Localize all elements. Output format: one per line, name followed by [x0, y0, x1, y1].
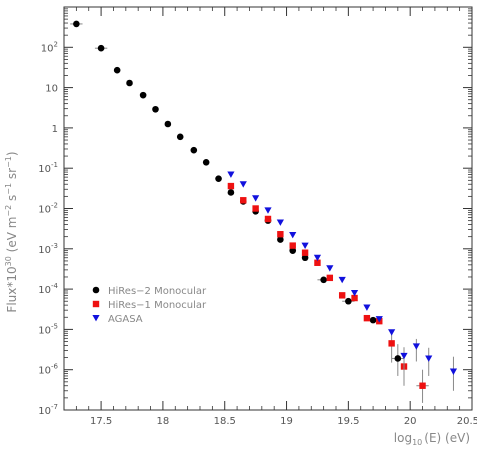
data-point: [227, 182, 235, 190]
series-1: [227, 182, 429, 403]
data-point: [264, 207, 272, 214]
data-point: [449, 368, 458, 375]
legend-label: AGASA: [108, 314, 143, 325]
y-axis-title-main: Flux*10: [5, 266, 19, 312]
x-axis-title: log10 (E) (eV): [394, 431, 470, 447]
data-point: [351, 294, 358, 302]
legend-label: HiRes−1 Monocular: [108, 300, 207, 311]
data-point: [276, 219, 284, 226]
data-point: [400, 352, 408, 360]
legend-marker: [92, 315, 100, 322]
data-point: [97, 44, 105, 52]
x-axis-ticks: 17.5 18 18.5 19 19.5 20 20.5: [63, 7, 477, 427]
data-point: [301, 254, 309, 262]
data-point: [113, 66, 121, 74]
data-point: [152, 105, 159, 113]
data-point: [350, 290, 359, 297]
data-point: [176, 133, 184, 141]
x-tick-label: 20: [404, 416, 417, 427]
y-tick-label: 1: [52, 124, 58, 135]
data-point: [164, 120, 172, 128]
data-point: [289, 247, 297, 254]
data-point: [375, 316, 383, 323]
x-tick-label: 19.5: [337, 416, 359, 427]
y-axis-title-sr: sr: [5, 168, 19, 183]
data-point: [326, 274, 334, 282]
y-axis-title-unit-open: (eV m: [5, 217, 19, 257]
data-point: [239, 181, 247, 188]
x-tick-label: 17.5: [90, 416, 112, 427]
series-2: [227, 171, 458, 391]
data-point: [240, 197, 247, 204]
data-point: [252, 205, 259, 212]
y-axis-title-main-sup: 30: [4, 256, 13, 266]
data-point: [202, 159, 210, 166]
y-axis-title-sr-sup: −1: [4, 156, 13, 168]
data-point: [419, 382, 426, 389]
x-axis-title-sub: 10: [412, 438, 422, 447]
data-point: [139, 91, 147, 99]
data-point: [345, 297, 352, 305]
data-point: [126, 79, 133, 87]
data-point: [301, 242, 309, 250]
data-point: [338, 276, 346, 284]
data-point: [425, 355, 433, 362]
data-point: [227, 189, 235, 196]
x-axis-title-base: log: [394, 431, 412, 445]
y-tick-label: 10-2: [38, 202, 58, 216]
series-layer: [70, 20, 458, 403]
data-point: [369, 316, 377, 324]
data-point: [412, 343, 420, 350]
legend-label: HiRes−2 Monocular: [108, 286, 207, 297]
data-point: [313, 254, 322, 262]
data-point: [326, 265, 334, 272]
data-point: [301, 249, 309, 256]
y-axis-title-s: s: [5, 195, 19, 205]
y-tick-label: 102: [41, 40, 58, 54]
data-point: [277, 236, 284, 243]
y-tick-label: 10-6: [38, 363, 58, 377]
y-tick-label: 10-5: [38, 322, 58, 336]
data-point: [277, 231, 284, 238]
data-point: [264, 215, 272, 223]
legend: HiRes−2 Monocular HiRes−1 Monocular AGASA: [92, 286, 207, 325]
data-point: [227, 171, 235, 178]
x-tick-label: 20.5: [457, 416, 477, 427]
y-tick-label: 10-1: [38, 161, 58, 175]
data-point: [314, 259, 321, 266]
data-point: [252, 195, 260, 202]
data-point: [215, 175, 222, 182]
data-point: [73, 20, 80, 28]
y-axis-ticks: 102 10 1 10-1 10-2 10-3 10-4 10-5 10-6 10-7: [38, 6, 472, 417]
data-point: [394, 355, 402, 362]
y-axis-title-unit-close: ): [5, 151, 19, 156]
x-axis-title-rest: (E) (eV): [424, 431, 470, 445]
data-point: [388, 340, 395, 347]
x-tick-label: 19: [280, 416, 293, 427]
y-tick-label: 10: [45, 84, 58, 95]
data-point: [320, 276, 327, 284]
y-axis-title-m-sup: −2: [4, 205, 13, 217]
x-tick-label: 18: [157, 416, 170, 427]
y-tick-label: 10-3: [38, 242, 58, 256]
y-tick-label: 10-7: [38, 403, 58, 417]
legend-marker: [92, 300, 100, 308]
data-point: [289, 242, 296, 249]
data-point: [363, 304, 371, 311]
y-axis-title-s-sup: −1: [4, 183, 13, 195]
data-point: [338, 292, 346, 299]
data-point: [190, 146, 198, 154]
data-point: [289, 232, 297, 239]
data-point: [363, 314, 371, 322]
data-point: [388, 329, 396, 336]
series-0: [70, 20, 404, 376]
legend-marker: [92, 286, 100, 294]
y-tick-label: 10-4: [38, 282, 58, 296]
y-axis-title: Flux*1030 (eV m−2 s−1 sr−1): [4, 151, 19, 312]
x-tick-label: 18.5: [214, 416, 236, 427]
